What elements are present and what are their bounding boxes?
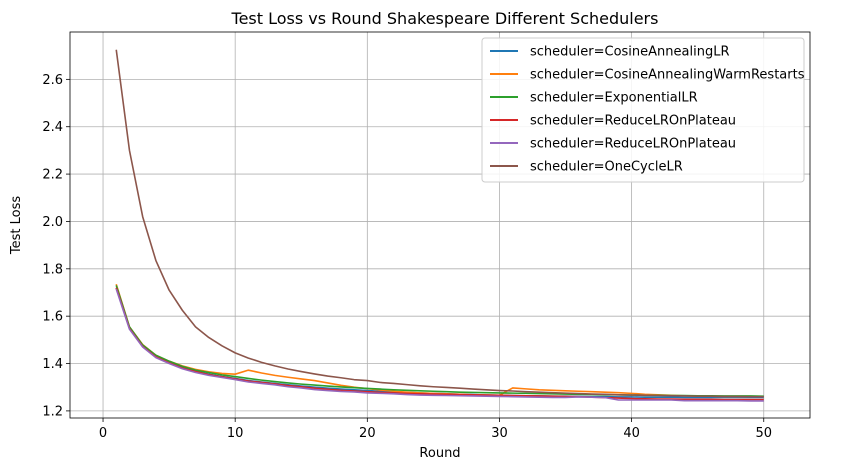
y-tick-label: 2.6 bbox=[42, 73, 63, 88]
series-layer bbox=[115, 49, 764, 402]
legend-label: scheduler=CosineAnnealingWarmRestarts bbox=[530, 68, 805, 83]
x-tick-label: 0 bbox=[99, 426, 107, 441]
ticks: 0 10 20 30 40 50 1.2 1.4 1.6 1.8 2.0 2.2 2.4 2.6 bbox=[42, 73, 772, 441]
y-axis-label: Test Loss bbox=[9, 196, 24, 255]
chart-title: Test Loss vs Round Shakespeare Different… bbox=[231, 9, 659, 28]
x-axis-label: Round bbox=[419, 446, 460, 461]
y-tick-label: 2.4 bbox=[42, 120, 63, 135]
legend-box bbox=[481, 37, 805, 183]
y-tick-label: 1.4 bbox=[42, 357, 63, 372]
x-tick-label: 30 bbox=[491, 426, 508, 441]
x-tick-label: 40 bbox=[623, 426, 640, 441]
x-tick-label: 10 bbox=[227, 426, 244, 441]
legend-label: scheduler=ReduceLROnPlateau bbox=[530, 137, 736, 152]
y-tick-label: 2.2 bbox=[42, 168, 63, 183]
series-line-5 bbox=[115, 49, 764, 398]
x-tick-label: 50 bbox=[755, 426, 772, 441]
x-tick-label: 20 bbox=[359, 426, 376, 441]
legend-label: scheduler=CosineAnnealingLR bbox=[530, 45, 729, 60]
grid bbox=[70, 32, 810, 418]
y-tick-label: 1.2 bbox=[42, 404, 63, 419]
y-tick-label: 1.8 bbox=[42, 262, 63, 277]
y-tick-label: 2.0 bbox=[42, 215, 63, 230]
legend-label: scheduler=ExponentialLR bbox=[530, 91, 698, 106]
plot-frame bbox=[69, 31, 811, 419]
series-line-4 bbox=[115, 288, 764, 402]
y-tick-label: 1.6 bbox=[42, 310, 63, 325]
legend-label: scheduler=OneCycleLR bbox=[530, 160, 683, 175]
legend: scheduler=CosineAnnealingLR scheduler=Cos… bbox=[481, 37, 805, 183]
legend-label: scheduler=ReduceLROnPlateau bbox=[530, 114, 736, 129]
